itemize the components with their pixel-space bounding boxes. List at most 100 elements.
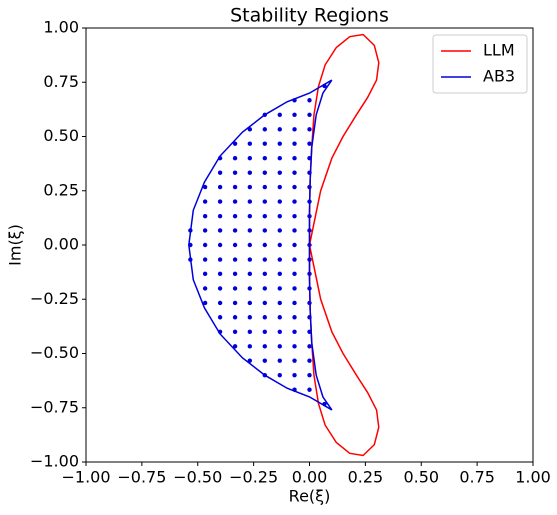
point — [277, 373, 282, 378]
point — [232, 300, 238, 306]
point — [292, 127, 297, 132]
point — [247, 228, 253, 233]
point — [277, 344, 282, 349]
y-tick-label: 1.00 — [43, 18, 79, 37]
legend-label: AB3 — [483, 67, 515, 86]
point — [277, 213, 282, 219]
point — [262, 156, 267, 161]
point — [292, 112, 297, 118]
point — [292, 228, 297, 233]
point — [307, 373, 312, 378]
point — [277, 127, 282, 132]
point — [292, 286, 297, 291]
point — [292, 271, 297, 277]
point — [247, 286, 253, 291]
point — [217, 300, 223, 306]
point — [277, 286, 282, 291]
point — [292, 242, 297, 248]
point — [247, 199, 253, 204]
point — [292, 199, 297, 204]
point — [247, 242, 253, 248]
point — [262, 300, 267, 306]
point — [307, 387, 312, 392]
legend-box — [432, 34, 528, 94]
point — [247, 156, 253, 161]
point — [232, 156, 238, 161]
point — [307, 358, 312, 363]
point — [307, 98, 312, 103]
y-tick-label: 0.25 — [43, 180, 79, 199]
x-tick-label: −0.25 — [229, 468, 278, 487]
point — [217, 257, 223, 262]
point — [247, 358, 253, 363]
point — [202, 242, 208, 248]
point — [292, 329, 297, 334]
point — [247, 184, 253, 190]
point — [262, 199, 267, 204]
point — [262, 127, 267, 132]
point — [262, 271, 267, 277]
point — [277, 358, 282, 363]
point — [277, 156, 282, 161]
point — [247, 315, 253, 320]
point — [217, 315, 223, 320]
point — [277, 300, 282, 306]
plot-frame — [85, 27, 534, 463]
x-tick-label: 0.50 — [403, 468, 439, 487]
point — [307, 112, 312, 118]
point — [292, 315, 297, 320]
point — [202, 286, 208, 291]
point — [202, 213, 208, 219]
point — [277, 228, 282, 233]
point — [232, 286, 238, 291]
point — [202, 300, 208, 306]
point — [292, 170, 297, 175]
point — [217, 170, 223, 175]
point — [262, 344, 267, 349]
point — [247, 271, 253, 277]
y-axis-label: Im(ξ) — [6, 224, 25, 266]
x-tick-label: −1.00 — [61, 468, 110, 487]
point — [292, 141, 297, 146]
point — [232, 141, 238, 146]
chart-title: Stability Regions — [230, 5, 389, 27]
point — [262, 213, 267, 219]
point — [292, 344, 297, 349]
point — [232, 242, 238, 248]
point — [247, 170, 253, 175]
legend-label: LLM — [483, 41, 515, 60]
point — [307, 141, 312, 146]
point — [247, 300, 253, 306]
point — [277, 112, 282, 118]
point — [232, 315, 238, 320]
point — [232, 329, 238, 334]
point — [217, 286, 223, 291]
point — [277, 170, 282, 175]
point — [232, 170, 238, 175]
point — [307, 344, 312, 349]
point — [277, 315, 282, 320]
point — [262, 170, 267, 175]
point — [232, 228, 238, 233]
point — [232, 344, 238, 349]
point — [247, 257, 253, 262]
point — [202, 228, 208, 233]
point — [307, 127, 312, 132]
x-tick-label: 0.00 — [292, 468, 328, 487]
point — [292, 373, 297, 378]
x-tick-label: 1.00 — [515, 468, 551, 487]
point — [277, 329, 282, 334]
point — [232, 184, 238, 190]
point — [262, 286, 267, 291]
point — [247, 127, 253, 132]
y-tick-label: 0.50 — [43, 126, 79, 145]
point — [262, 358, 267, 363]
y-tick-label: 0.00 — [43, 235, 79, 254]
point — [262, 141, 267, 146]
point — [262, 257, 267, 262]
point — [262, 315, 267, 320]
point — [277, 199, 282, 204]
point — [217, 228, 223, 233]
point — [247, 344, 253, 349]
